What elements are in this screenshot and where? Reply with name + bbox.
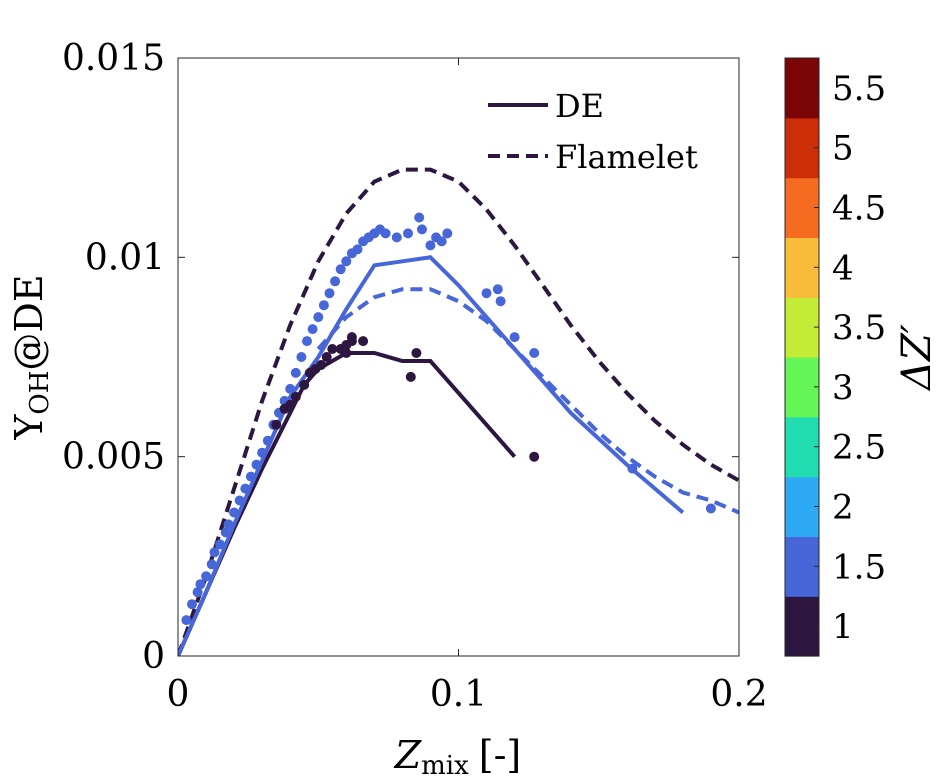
scatter-point (313, 312, 324, 323)
colorbar-tick-label: 4.5 (832, 189, 886, 229)
scatter-point (352, 244, 363, 255)
colorbar-tick-label: 5 (832, 129, 854, 169)
colorbar-frame (784, 57, 820, 657)
legend: DE Flamelet (488, 87, 698, 176)
colorbar-segment (785, 476, 819, 537)
colorbar-tick-label: 1 (832, 607, 854, 647)
scatter-point (405, 371, 416, 382)
scatter-point (324, 288, 335, 299)
scatter-point (403, 228, 413, 239)
scatter-point (417, 224, 427, 235)
scatter-point (380, 228, 391, 239)
x-axis-label: Zmix [-] (394, 733, 522, 781)
scatter-point (257, 447, 268, 458)
colorbar-label: ΔZ′ (894, 324, 938, 392)
data-layer (178, 167, 739, 656)
scatter-point (529, 451, 540, 462)
scatter-point (327, 344, 338, 354)
scatter-point (495, 296, 506, 307)
colorbar-tick-label: 3 (832, 368, 854, 408)
scatter-point (316, 360, 327, 370)
scatter-point (206, 559, 217, 570)
scatter-point (195, 579, 206, 590)
scatter-point (302, 336, 312, 347)
scatter-point (307, 324, 318, 335)
y-axis-label: YOH@DE (7, 274, 55, 440)
scatter-point (187, 599, 197, 610)
scatter-point (285, 383, 296, 394)
colorbar-tick-label: 2.5 (832, 428, 886, 468)
y-tick-label: 0 (142, 636, 165, 677)
y-tick-label: 0.005 (62, 437, 165, 478)
colorbar-segment (785, 58, 819, 119)
scatter-point (318, 300, 329, 311)
scatter-point (192, 587, 203, 598)
colorbar-segment (785, 237, 819, 298)
colorbar-segment (785, 416, 819, 478)
scatter-point (414, 212, 425, 223)
colorbar-segment (785, 357, 819, 418)
colorbar-tick-label: 5.5 (832, 69, 886, 109)
scatter-point (245, 471, 256, 482)
scatter-point (290, 391, 301, 402)
scatter-point (209, 547, 220, 558)
colorbar-segment (785, 177, 819, 238)
scatter-point (251, 459, 262, 470)
colorbar-segment (785, 297, 819, 358)
scatter-point (290, 367, 301, 378)
scatter-point (321, 352, 332, 362)
x-tick-label: 0 (167, 674, 190, 715)
scatter-point (181, 615, 192, 626)
colorbar: 1 1.5 2 2.5 3 3.5 4 4.5 5 5.5 (784, 57, 886, 657)
scatter-point (391, 232, 402, 243)
scatter-point (492, 284, 503, 295)
colorbar-segment (785, 536, 819, 597)
colorbar-segment (785, 596, 819, 657)
scatter-point (442, 228, 453, 239)
scatter-point (201, 571, 212, 582)
scatter-point (262, 435, 273, 446)
scatter-point (705, 503, 716, 514)
scatter-point (425, 240, 436, 251)
scatter-point (346, 332, 357, 343)
colorbar-tick-label: 3.5 (832, 308, 886, 348)
legend-label-de: DE (555, 87, 604, 125)
scatter-point (341, 348, 352, 358)
scatter-point (299, 379, 310, 390)
scatter-point (335, 264, 346, 275)
colorbar-tick-label: 4 (832, 248, 854, 288)
scatter-point (481, 288, 492, 299)
scatter-point (411, 348, 422, 358)
x-tick-label: 0.1 (430, 674, 487, 715)
scatter-point (436, 236, 447, 247)
scatter-point (358, 336, 369, 347)
ticks-layer: 0 0.1 0.2 0 0.005 0.01 0.015 (62, 38, 768, 715)
colorbar-tick-label: 1.5 (832, 547, 886, 587)
scatter-point (341, 256, 352, 267)
scatter-point (509, 332, 520, 343)
scatter-point (529, 348, 540, 358)
scatter-point (223, 519, 234, 530)
colorbar-tick-label: 2 (832, 488, 854, 528)
flamelet-line-series-1 (178, 167, 739, 656)
scatter-point (229, 507, 240, 518)
scatter-point (240, 483, 251, 494)
scatter-point (296, 352, 307, 362)
legend-label-flamelet: Flamelet (555, 138, 698, 176)
scatter-point (285, 399, 296, 410)
scatter-point (330, 276, 341, 287)
scatter-point (215, 539, 226, 550)
y-tick-label: 0.01 (85, 237, 165, 278)
scatter-point (627, 463, 638, 474)
x-tick-label: 0.2 (710, 674, 767, 715)
plot-background (178, 58, 739, 656)
scatter-point (271, 419, 282, 430)
scatter-point (220, 527, 231, 538)
y-tick-label: 0.015 (62, 38, 165, 79)
scatter-point (234, 495, 245, 506)
colorbar-segment (785, 117, 819, 179)
